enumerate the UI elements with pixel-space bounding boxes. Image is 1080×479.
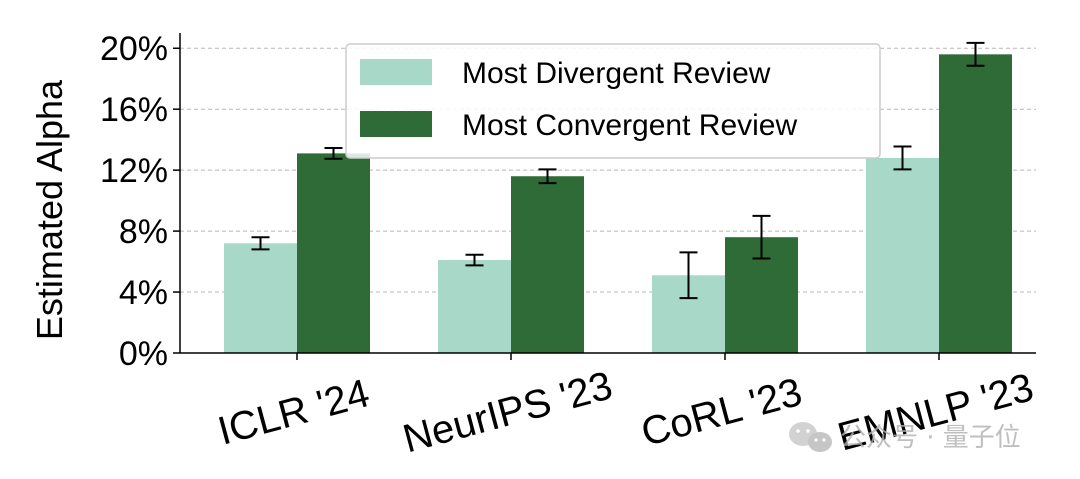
bar-divergent bbox=[438, 260, 511, 353]
y-tick-label: 16% bbox=[100, 91, 168, 129]
x-tick-label: ICLR '24 bbox=[213, 371, 374, 453]
error-bar bbox=[251, 236, 270, 251]
error-bar bbox=[893, 145, 912, 171]
legend-box bbox=[345, 43, 881, 159]
axes bbox=[179, 33, 1036, 354]
error-bar bbox=[966, 41, 985, 67]
bar-convergent bbox=[939, 54, 1012, 353]
error-bars bbox=[251, 41, 985, 300]
y-ticks: 0% 4% 8% 12% 16% 20% bbox=[100, 30, 180, 373]
bars bbox=[224, 54, 1012, 353]
watermark-text: 公众号 · 量子位 bbox=[840, 423, 1021, 453]
error-bar bbox=[538, 168, 557, 185]
error-bar bbox=[465, 253, 484, 267]
bar-divergent bbox=[866, 157, 939, 353]
bar-convergent bbox=[511, 176, 584, 353]
legend: Most Divergent Review Most Convergent Re… bbox=[345, 43, 881, 159]
error-bar bbox=[752, 214, 771, 260]
watermark: 公众号 · 量子位 bbox=[789, 422, 1021, 453]
y-tick-label: 0% bbox=[119, 335, 168, 373]
legend-label-divergent: Most Divergent Review bbox=[462, 57, 771, 90]
error-bar bbox=[679, 251, 698, 300]
x-tick-label: CoRL '23 bbox=[637, 370, 807, 455]
y-tick-label: 12% bbox=[100, 152, 168, 190]
y-tick-label: 8% bbox=[119, 213, 168, 251]
error-bar bbox=[324, 147, 343, 160]
bar-convergent bbox=[297, 153, 370, 353]
y-tick-label: 4% bbox=[119, 274, 168, 312]
wechat-icon bbox=[789, 422, 832, 452]
x-tick-label: NeurIPS '23 bbox=[398, 363, 617, 461]
bar-divergent bbox=[224, 243, 297, 353]
legend-label-convergent: Most Convergent Review bbox=[462, 109, 797, 142]
legend-swatch-convergent bbox=[360, 111, 432, 137]
y-axis-label: Estimated Alpha bbox=[29, 79, 70, 340]
legend-swatch-divergent bbox=[360, 59, 432, 85]
y-tick-label: 20% bbox=[100, 30, 168, 68]
